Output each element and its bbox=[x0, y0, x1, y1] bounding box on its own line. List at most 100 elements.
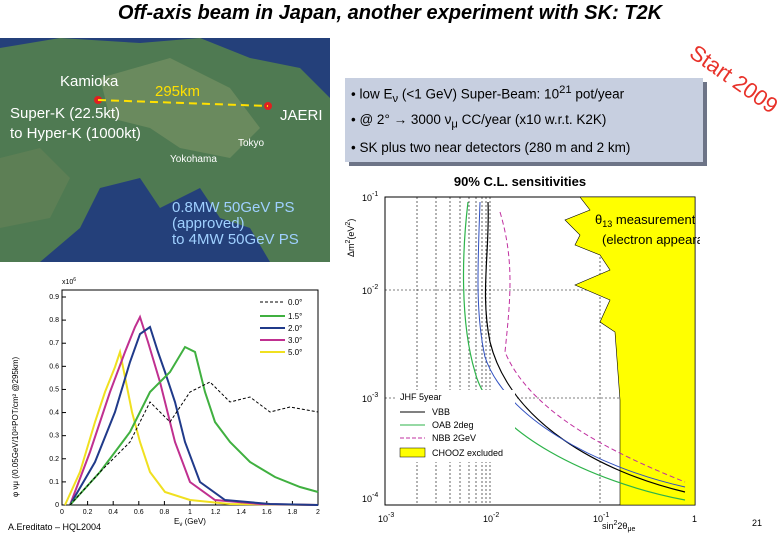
x-tick-label: 1 bbox=[692, 514, 697, 524]
text: -4 bbox=[372, 492, 378, 499]
bullet: • @ 2° → 3000 νμ CC/year (x10 w.r.t. K2K… bbox=[351, 112, 606, 131]
map-label: 295km bbox=[155, 83, 200, 100]
text: -2 bbox=[372, 284, 378, 291]
x-tick-label: 2 bbox=[316, 509, 320, 516]
text: 10 bbox=[593, 514, 603, 524]
y-tick-label: 0.8 bbox=[49, 317, 59, 324]
text: 10 bbox=[483, 514, 493, 524]
y-tick-label: 0.4 bbox=[49, 410, 59, 417]
x-tick-label: 10-1 bbox=[593, 512, 609, 524]
y-tick-label: 0.6 bbox=[49, 363, 59, 370]
legend-entry: CHOOZ excluded bbox=[432, 448, 503, 458]
text: 10 bbox=[362, 494, 372, 504]
text: θ bbox=[595, 212, 602, 227]
map-label: Tokyo bbox=[238, 138, 265, 149]
text: -2 bbox=[493, 512, 499, 519]
y-tick-label: 10-3 bbox=[362, 392, 378, 404]
text: (<1 GeV) Super-Beam: 10 bbox=[398, 86, 560, 102]
x-tick-label: 0.2 bbox=[83, 509, 93, 516]
text: E bbox=[174, 517, 179, 526]
x-tick-label: 0.6 bbox=[134, 509, 144, 516]
annotation: θ13 measurement bbox=[595, 212, 696, 229]
text: ν bbox=[179, 522, 182, 528]
text: 2θ bbox=[617, 521, 627, 531]
text: 10 bbox=[362, 286, 372, 296]
text: 13 bbox=[602, 219, 612, 229]
text: pot/year bbox=[571, 86, 625, 102]
y-tick-label: 0.1 bbox=[49, 479, 59, 486]
x-tick-label: 1.2 bbox=[211, 509, 221, 516]
map-label: to 4MW 50GeV PS bbox=[172, 231, 299, 248]
x-tick-label: 1.6 bbox=[262, 509, 272, 516]
x-axis-label: Eν (GeV) bbox=[174, 517, 206, 528]
map-label: Yokohama bbox=[170, 154, 217, 165]
x-tick-label: 1.4 bbox=[236, 509, 246, 516]
legend-entry: NBB 2GeV bbox=[432, 433, 476, 443]
text: -1 bbox=[372, 191, 378, 198]
map-label: 0.8MW 50GeV PS bbox=[172, 199, 295, 216]
y-tick-label: 0.3 bbox=[49, 433, 59, 440]
text: Δm bbox=[346, 243, 356, 257]
map-label: (approved) bbox=[172, 215, 245, 232]
y-tick-label: 0.7 bbox=[49, 340, 59, 347]
legend-entry: 0.0° bbox=[288, 298, 302, 307]
legend-title: JHF 5year bbox=[400, 392, 442, 402]
text: μe bbox=[627, 526, 635, 533]
text: 2 bbox=[614, 520, 618, 527]
y-tick-label: 0.5 bbox=[49, 386, 59, 393]
y-tick-label: 0.2 bbox=[49, 456, 59, 463]
text: 10 bbox=[362, 193, 372, 203]
page-number: 21 bbox=[752, 518, 763, 528]
y-tick-label: 0 bbox=[55, 502, 59, 509]
x-axis-label: sin22θμe bbox=[602, 520, 635, 533]
bullet-box: • low Eν (<1 GeV) Super-Beam: 1021 pot/y… bbox=[345, 78, 703, 162]
text: -3 bbox=[388, 512, 394, 519]
text: CC/year (x10 w.r.t. K2K) bbox=[457, 112, 607, 127]
map-label: to Hyper-K (1000kt) bbox=[10, 125, 141, 142]
text: 10 bbox=[378, 514, 388, 524]
legend-entry: OAB 2deg bbox=[432, 420, 474, 430]
text: -3 bbox=[372, 392, 378, 399]
text: ν bbox=[392, 93, 399, 106]
bullet: • low Eν (<1 GeV) Super-Beam: 1021 pot/y… bbox=[351, 84, 624, 105]
text: (GeV) bbox=[182, 517, 206, 526]
y-tick-label: 0.9 bbox=[49, 294, 59, 301]
bullet: • SK plus two near detectors (280 m and … bbox=[351, 140, 630, 155]
map-label: JAERI bbox=[280, 107, 323, 124]
text: 2 bbox=[345, 239, 352, 243]
multiplier: x106 bbox=[62, 277, 76, 286]
x-tick-label: 0.8 bbox=[160, 509, 170, 516]
legend-entry: 2.0° bbox=[288, 324, 302, 333]
plot-title: 90% C.L. sensitivities bbox=[454, 174, 586, 189]
y-tick-label: 10-4 bbox=[362, 492, 378, 504]
text: 10 bbox=[362, 394, 372, 404]
flux-plot: 0 0.1 0.2 0.3 0.4 0.5 0.6 0.7 0.8 0.9 0 0.2 0.4 0.6 0… bbox=[11, 277, 320, 528]
legend-entry: 3.0° bbox=[288, 336, 302, 345]
text: • @ 2° → 3000 ν bbox=[351, 112, 452, 127]
x-tick-label: 1.8 bbox=[288, 509, 298, 516]
x-tick-label: 10-3 bbox=[378, 512, 394, 524]
legend: JHF 5year VBB OAB 2deg NBB 2GeV CHOOZ ex… bbox=[395, 390, 515, 462]
legend-entry: 5.0° bbox=[288, 348, 302, 357]
legend: 0.0° 1.5° 2.0° 3.0° 5.0° bbox=[260, 298, 302, 357]
x-tick-label: 0.4 bbox=[108, 509, 118, 516]
text: measurement bbox=[612, 212, 695, 227]
text: μ bbox=[451, 118, 458, 131]
text: x10 bbox=[62, 279, 73, 286]
text: • SK plus two near detectors (280 m and … bbox=[351, 140, 631, 155]
slide-title: Off-axis beam in Japan, another experime… bbox=[117, 2, 663, 24]
y-tick-label: 10-1 bbox=[362, 191, 378, 203]
text: 6 bbox=[73, 277, 76, 283]
y-axis-label: Δm2(eV2) bbox=[345, 219, 356, 257]
map-label: Super-K (22.5kt) bbox=[10, 105, 120, 122]
x-tick-label: 10-2 bbox=[483, 512, 499, 524]
sensitivity-plot: 90% C.L. sensitivities θ13 measurement (… bbox=[345, 174, 700, 533]
text: -1 bbox=[603, 512, 609, 519]
plot-frame bbox=[61, 289, 319, 506]
map: Kamioka Super-K (22.5kt) to Hyper-K (100… bbox=[0, 38, 330, 262]
legend-entry: VBB bbox=[432, 407, 450, 417]
text: 21 bbox=[559, 84, 572, 96]
y-axis-label: φ νμ (/0.05GeV/10²¹POT/cm² @295km) bbox=[11, 356, 20, 497]
map-label: Kamioka bbox=[60, 73, 119, 90]
